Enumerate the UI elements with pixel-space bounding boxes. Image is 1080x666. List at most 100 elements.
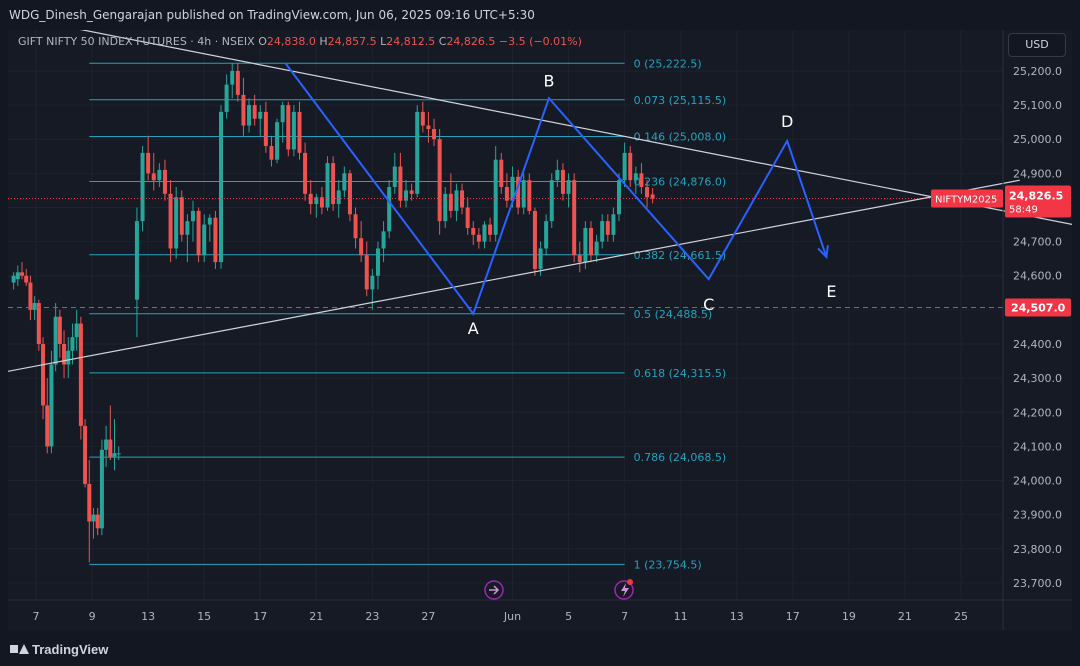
candle-body: [219, 111, 224, 263]
price-tick-label: 23,700.0: [1013, 577, 1062, 590]
time-tick-label: 23: [365, 610, 379, 623]
candle-body: [645, 187, 650, 198]
candle-body: [247, 105, 252, 126]
currency-button[interactable]: USD: [1008, 33, 1066, 57]
axes: 23,700.0 23,800.0 23,900.0 24,000.0 24,100.0…: [8, 30, 1072, 630]
candle-body: [174, 197, 179, 249]
candle-body: [370, 275, 375, 290]
candle-body: [57, 316, 62, 345]
candle-body: [91, 514, 96, 522]
candle-body: [588, 227, 593, 256]
candle-body: [426, 125, 431, 129]
open-value: 24,838.0: [266, 35, 316, 48]
candle-body: [347, 173, 352, 215]
event-icons[interactable]: [484, 579, 634, 600]
candle-body: [448, 193, 453, 211]
candle-body: [104, 439, 109, 450]
candle-body: [24, 275, 29, 283]
candle-body: [32, 303, 37, 310]
price-tick-label: 24,700.0: [1013, 236, 1062, 249]
candle-body: [538, 248, 543, 269]
candle-body: [454, 190, 459, 211]
candle-body: [544, 221, 549, 249]
candle-body: [381, 231, 386, 249]
candle-body: [196, 210, 201, 256]
candle-body: [224, 84, 229, 112]
symbol-name: GIFT NIFTY 50 INDEX FUTURES · 4h · NSEIX: [18, 35, 255, 48]
candle-body: [15, 272, 20, 280]
candle-body: [190, 210, 195, 222]
time-tick-label: 13: [141, 610, 155, 623]
close-value: 24,826.5: [446, 35, 496, 48]
candle-body: [577, 255, 582, 263]
chart-frame[interactable]: 0 (25,222.5) 0.073 (25,115.5) 0.146 (25,00…: [8, 30, 1072, 630]
price-tick-label: 23,800.0: [1013, 543, 1062, 556]
price-tick-label: 24,200.0: [1013, 406, 1062, 419]
candle-body: [74, 323, 79, 338]
reference-price-tag: 24,507.0: [1005, 298, 1071, 317]
candle-body: [53, 316, 58, 365]
price-tick-label: 25,200.0: [1013, 65, 1062, 78]
time-tick-label: 9: [89, 610, 96, 623]
candle-body: [342, 173, 347, 191]
candle-body: [308, 193, 313, 205]
footer: TradingView: [0, 636, 1080, 666]
candle-body: [179, 197, 184, 235]
grid: [8, 30, 1072, 630]
abcde-pattern[interactable]: A B C D E: [284, 62, 836, 338]
candle-body: [572, 180, 577, 256]
candle-body: [99, 449, 104, 529]
plot-background: [8, 30, 1072, 630]
candle-body: [398, 166, 403, 201]
tradingview-logo[interactable]: TradingView: [10, 642, 108, 657]
fib-level-label: 0.236 (24,876.0): [634, 176, 727, 189]
candle-body: [314, 197, 319, 205]
time-tick-label: 13: [730, 610, 744, 623]
open-label: O: [258, 35, 267, 48]
pattern-path: [284, 62, 828, 316]
candle-body: [230, 70, 235, 85]
candle-body: [269, 146, 274, 160]
candle-body: [353, 214, 358, 239]
fib-level-label: 1 (23,754.5): [634, 558, 702, 571]
candle-body: [364, 255, 369, 290]
chart[interactable]: 0 (25,222.5) 0.073 (25,115.5) 0.146 (25,00…: [8, 30, 1072, 630]
trendline: [79, 30, 1072, 225]
pattern-label-d: D: [781, 112, 793, 131]
candle-body: [303, 152, 308, 194]
time-tick-label: 25: [954, 610, 968, 623]
flash-alert-icon-dot: [627, 579, 633, 585]
fib-level-label: 0 (25,222.5): [634, 57, 702, 70]
candle-body: [70, 337, 75, 351]
candle-body: [560, 169, 565, 194]
candle-body: [392, 166, 397, 188]
symbol-legend: GIFT NIFTY 50 INDEX FUTURES · 4h · NSEIX…: [18, 35, 582, 48]
candle-body: [583, 227, 588, 263]
candle-body: [157, 169, 162, 181]
candle-body: [319, 197, 324, 208]
chart-arrow-icon: [484, 580, 504, 600]
price-tick-label: 24,000.0: [1013, 475, 1062, 488]
candle-body: [415, 111, 420, 194]
candle-body: [325, 163, 330, 208]
candle-body: [134, 221, 139, 300]
candle-body: [185, 221, 190, 235]
candle-body: [146, 152, 151, 174]
candle-body: [437, 139, 442, 222]
time-tick-label: 11: [674, 610, 688, 623]
publisher-text: WDG_Dinesh_Gengarajan published on Tradi…: [9, 8, 535, 22]
candle-body: [516, 176, 521, 208]
fib-level-label: 0.073 (25,115.5): [634, 94, 727, 107]
price-tick-label: 24,400.0: [1013, 338, 1062, 351]
candle-body: [488, 224, 493, 235]
flash-alert-icon: [614, 579, 634, 600]
candle-body: [521, 180, 526, 208]
last-price-value: 24,826.5: [1009, 189, 1063, 202]
triangle-trendlines[interactable]: [8, 30, 1072, 372]
close-label: C: [438, 35, 447, 48]
fib-retracement[interactable]: 0 (25,222.5) 0.073 (25,115.5) 0.146 (25,00…: [89, 57, 726, 571]
candle-body: [36, 303, 41, 345]
candle-body: [471, 227, 476, 235]
candle-body: [108, 439, 113, 457]
candle-body: [617, 180, 622, 215]
